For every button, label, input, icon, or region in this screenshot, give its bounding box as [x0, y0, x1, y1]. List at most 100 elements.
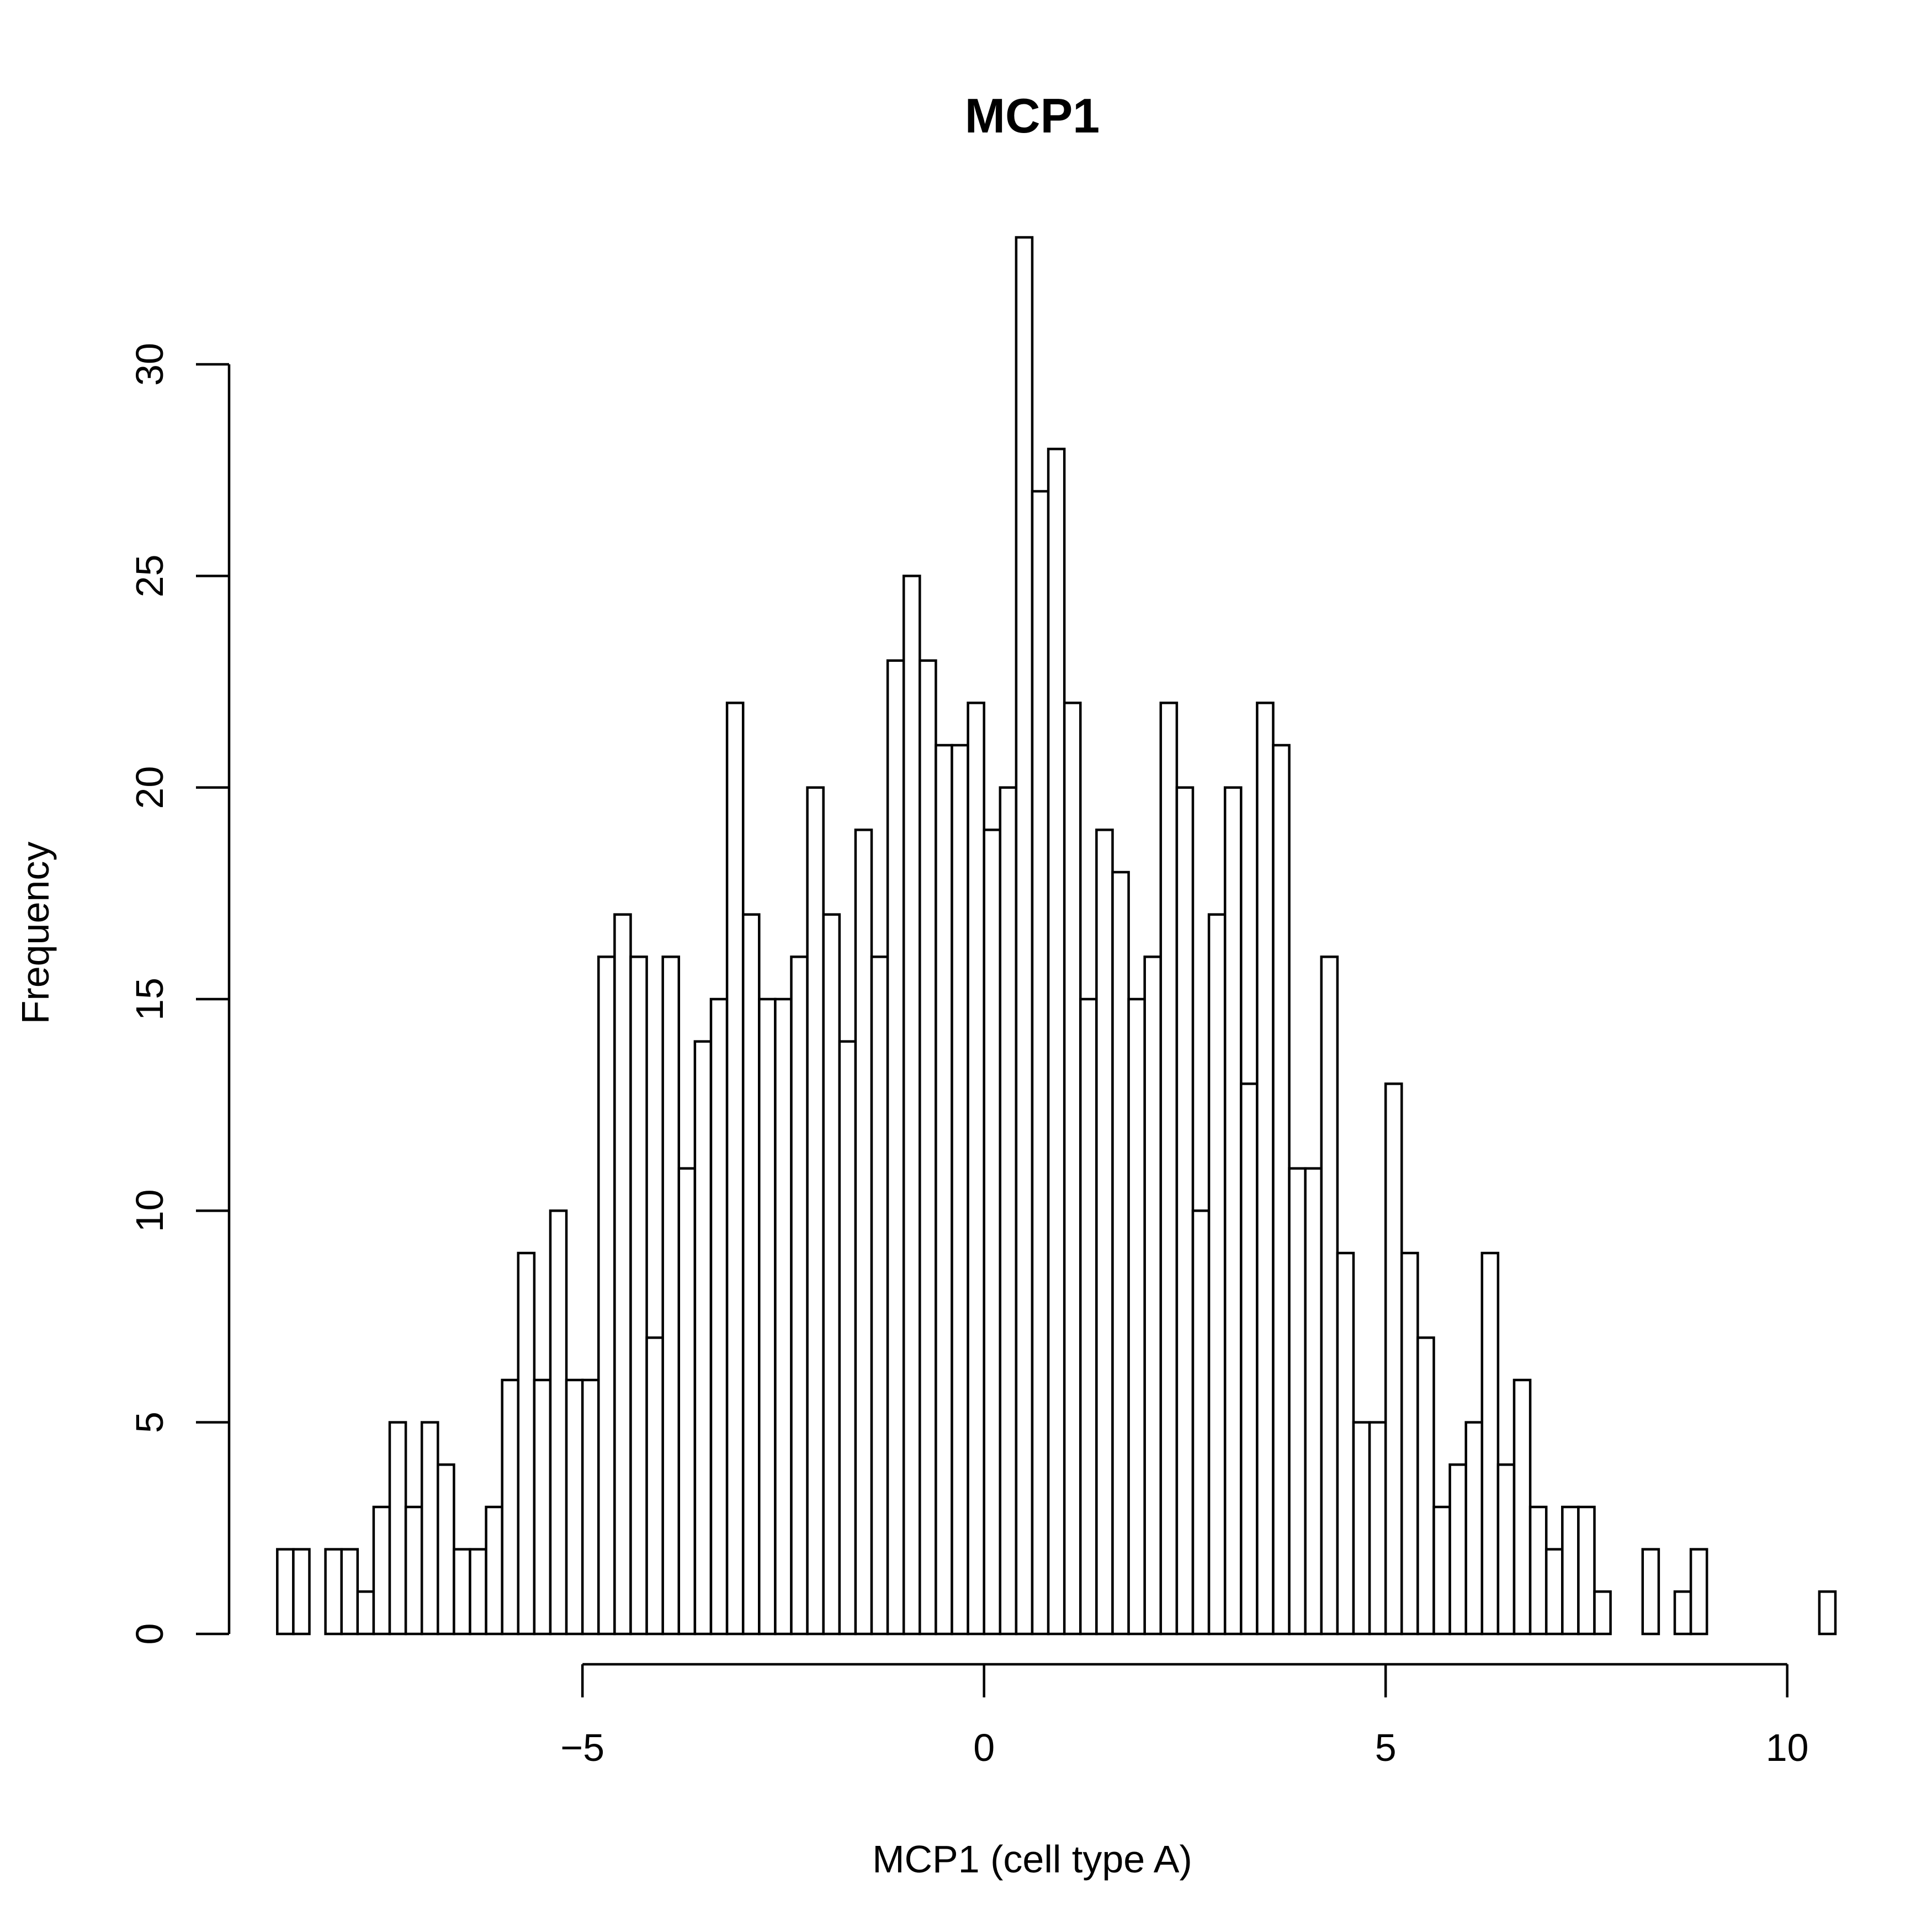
y-tick-label: 10	[128, 1189, 171, 1232]
histogram-bar	[276, 1548, 295, 1636]
histogram-bar	[469, 1548, 487, 1636]
histogram-bar	[838, 1040, 857, 1636]
histogram-bars	[276, 236, 1837, 1636]
histogram-bar	[1416, 1336, 1435, 1636]
histogram-bar	[709, 997, 729, 1636]
histogram-bar	[501, 1378, 520, 1636]
histogram-bar	[533, 1378, 552, 1636]
histogram-bar	[999, 786, 1018, 1636]
histogram-bar	[1577, 1505, 1596, 1636]
histogram-bar	[1240, 1082, 1259, 1636]
histogram-bar	[1063, 702, 1082, 1636]
histogram-bar	[935, 744, 953, 1636]
y-tick-label: 30	[128, 343, 171, 386]
histogram-bar	[758, 997, 777, 1636]
histogram-bar	[565, 1378, 584, 1636]
histogram-bar	[822, 913, 841, 1636]
histogram-bar	[677, 1167, 697, 1636]
x-axis: −5 0 5 10	[560, 1663, 1809, 1769]
histogram-bar	[1448, 1463, 1467, 1636]
histogram-bar	[485, 1505, 503, 1636]
histogram-bar	[902, 575, 921, 1636]
y-axis-label: Frequency	[14, 842, 57, 1025]
histogram-bar	[1304, 1167, 1323, 1636]
histogram-bar	[629, 956, 648, 1636]
histogram-bar	[1256, 702, 1275, 1636]
histogram-bar	[854, 829, 873, 1636]
histogram-bar	[790, 956, 809, 1636]
histogram-bar	[388, 1421, 407, 1636]
histogram-bar	[1015, 236, 1034, 1636]
histogram-bar	[1593, 1590, 1612, 1636]
histogram-bar	[1512, 1378, 1532, 1636]
x-tick-label: 10	[1766, 1726, 1809, 1769]
histogram-bar	[1175, 786, 1195, 1636]
histogram-bar	[1336, 1251, 1355, 1636]
histogram-bar	[292, 1548, 311, 1636]
histogram-bar	[1384, 1082, 1403, 1636]
histogram-bar	[1528, 1505, 1548, 1636]
histogram-bar	[1191, 1209, 1211, 1636]
histogram-bar	[1207, 913, 1227, 1636]
histogram-bar	[1641, 1548, 1660, 1636]
histogram-bar	[1095, 829, 1114, 1636]
histogram-bar	[725, 702, 745, 1636]
histogram-bar	[1464, 1421, 1484, 1636]
histogram-bar	[1689, 1548, 1708, 1636]
histogram-bar	[951, 744, 969, 1636]
histogram-bar	[437, 1463, 455, 1636]
histogram-bar	[1561, 1505, 1580, 1636]
x-tick-label: −5	[560, 1726, 604, 1769]
y-tick-label: 20	[128, 766, 171, 809]
histogram-bar	[1544, 1548, 1564, 1636]
histogram-bar	[741, 913, 761, 1636]
y-tick-label: 25	[128, 554, 171, 597]
histogram-bar	[581, 1378, 600, 1636]
chart-title: MCP1	[965, 88, 1100, 143]
histogram-bar	[324, 1548, 343, 1636]
histogram-bar	[613, 913, 632, 1636]
histogram-bar	[1352, 1421, 1371, 1636]
histogram-bar	[340, 1548, 359, 1636]
histogram-bar	[597, 956, 616, 1636]
histogram-bar	[372, 1505, 391, 1636]
y-axis: 0 5 10 15 20 25 30	[128, 343, 231, 1645]
histogram-bar	[453, 1548, 471, 1636]
histogram-bar	[1818, 1590, 1837, 1636]
histogram-bar	[404, 1505, 423, 1636]
histogram-bar	[517, 1251, 536, 1636]
histogram-bar	[1127, 997, 1146, 1636]
y-tick-label: 0	[128, 1623, 171, 1645]
histogram-bar	[806, 786, 825, 1636]
histogram-bar	[1400, 1251, 1419, 1636]
histogram-bar	[661, 956, 681, 1636]
histogram-bar	[549, 1209, 568, 1636]
histogram-bar	[1047, 448, 1066, 1636]
histogram-bar	[1288, 1167, 1307, 1636]
histogram-bar	[1368, 1421, 1387, 1636]
histogram-bar	[774, 997, 793, 1636]
histogram-bar	[1111, 871, 1130, 1636]
y-tick-label: 15	[128, 978, 171, 1021]
histogram-bar	[1320, 956, 1339, 1636]
histogram-bar	[1159, 702, 1179, 1636]
x-axis-label: MCP1 (cell type A)	[872, 1838, 1192, 1881]
histogram-bar	[1223, 786, 1243, 1636]
histogram-bar	[1143, 956, 1163, 1636]
histogram-bar	[1480, 1251, 1500, 1636]
histogram-bar	[919, 659, 937, 1636]
histogram-bar	[1673, 1590, 1692, 1636]
histogram-bar	[1031, 490, 1050, 1636]
histogram-bar	[693, 1040, 713, 1636]
histogram-bar	[886, 659, 905, 1636]
histogram-bar	[420, 1421, 439, 1636]
histogram-bar	[967, 702, 985, 1636]
histogram-bar	[870, 956, 889, 1636]
x-tick-label: 5	[1375, 1726, 1397, 1769]
x-tick-label: 0	[973, 1726, 995, 1769]
histogram-bar	[983, 829, 1002, 1636]
histogram-bar	[645, 1336, 664, 1636]
histogram-bar	[1432, 1505, 1451, 1636]
histogram-bar	[1272, 744, 1291, 1636]
